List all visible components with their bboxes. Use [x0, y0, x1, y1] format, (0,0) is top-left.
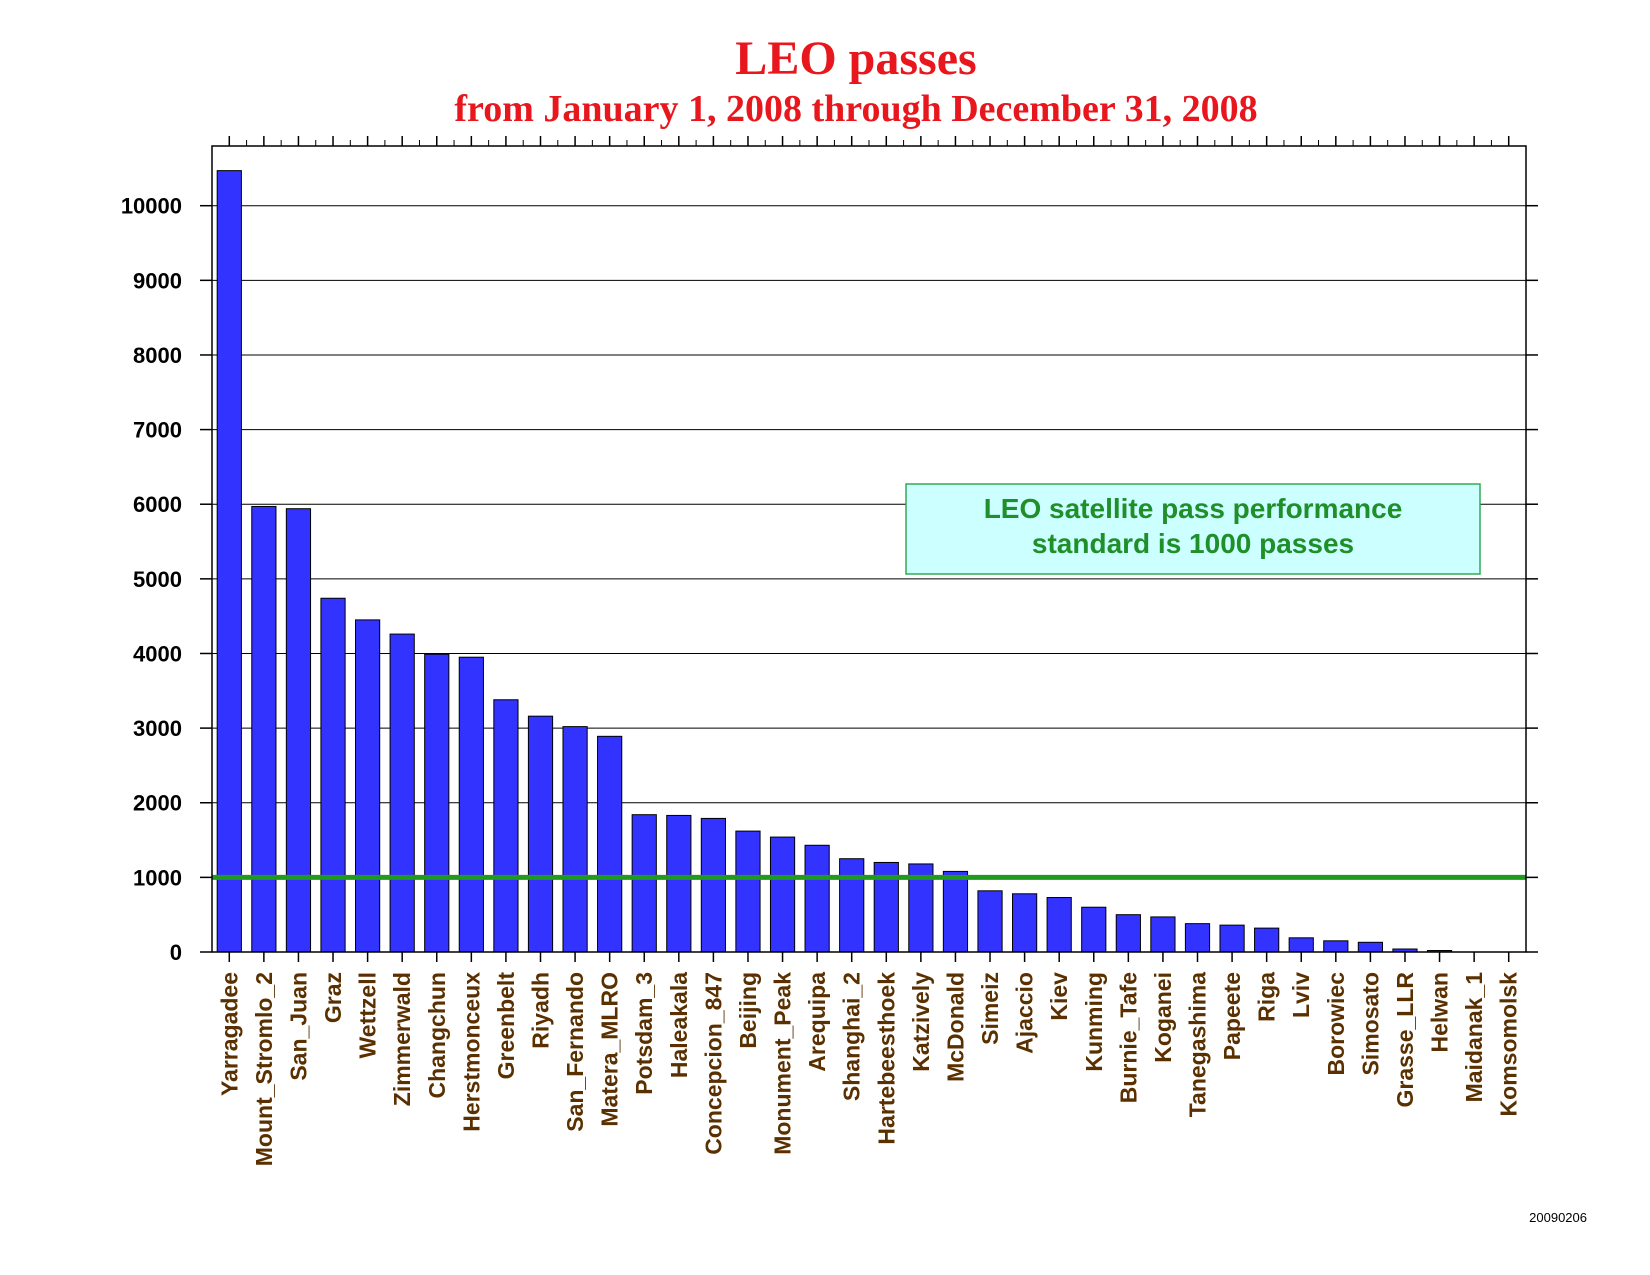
y-tick-label: 4000	[133, 641, 182, 666]
bar-arequipa	[804, 844, 830, 953]
bar-simeiz	[977, 890, 1003, 953]
bar-koganei	[1150, 916, 1176, 953]
x-tick-label: Grasse_LLR	[1392, 972, 1418, 1108]
x-tick-label: Katzively	[908, 972, 934, 1072]
bar-kunming	[1081, 906, 1107, 953]
x-tick-label: Matera_MLRO	[597, 972, 623, 1127]
x-tick-label: Koganei	[1150, 972, 1176, 1063]
x-tick-label: Zimmerwald	[389, 972, 415, 1106]
x-tick-label: Burnie_Tafe	[1115, 972, 1141, 1103]
bar-burnie-tafe	[1115, 914, 1141, 953]
bar-beijing	[735, 830, 761, 953]
y-tick-label: 0	[170, 940, 182, 965]
bar-san-fernando	[562, 726, 588, 953]
bar-lviv	[1288, 937, 1314, 953]
annotation-box	[905, 483, 1481, 575]
bar-herstmonceux	[458, 656, 484, 953]
bar-shanghai-2	[839, 858, 865, 953]
x-tick-label: Herstmonceux	[458, 972, 484, 1132]
y-tick-label: 3000	[133, 716, 182, 741]
x-tick-label: Kiev	[1046, 972, 1072, 1021]
performance-annotation: LEO satellite pass performance standard …	[905, 483, 1481, 575]
bar-ajaccio	[1012, 893, 1038, 953]
bar-potsdam-3	[631, 814, 657, 953]
axis-ticks	[200, 136, 1538, 962]
bar-tanegashima	[1184, 923, 1211, 953]
y-tick-label: 1000	[133, 865, 182, 890]
y-tick-label: 10000	[121, 194, 182, 219]
x-tick-label: Graz	[320, 972, 346, 1023]
y-tick-label: 2000	[133, 791, 182, 816]
x-tick-label: Lviv	[1288, 972, 1314, 1018]
bar-riga	[1254, 927, 1280, 953]
x-tick-label: Simosato	[1357, 972, 1383, 1076]
x-tick-label: Beijing	[735, 972, 761, 1049]
x-tick-label: San_Fernando	[562, 972, 588, 1132]
bar-matera-mlro	[597, 735, 623, 953]
bar-monument-peak	[769, 836, 796, 953]
x-tick-label: Tanegashima	[1185, 972, 1211, 1117]
x-tick-label: Papeete	[1219, 972, 1245, 1060]
x-tick-label: Potsdam_3	[631, 972, 657, 1095]
date-code: 20090206	[1529, 1210, 1587, 1225]
y-axis-labels: 0 1000 2000 3000 4000 5000 6000 7000 8000 9000 100…	[121, 194, 182, 965]
x-tick-label: Riyadh	[528, 972, 554, 1049]
x-tick-label: Simeiz	[977, 972, 1003, 1045]
annotation-line-2: standard is 1000 passes	[1032, 528, 1354, 559]
x-tick-label: Komsomolsk	[1496, 972, 1522, 1117]
chart-subtitle: from January 1, 2008 through December 31…	[454, 88, 1257, 130]
y-tick-label: 8000	[133, 343, 182, 368]
bar-haleakala	[666, 814, 692, 953]
bar-san-juan	[285, 508, 312, 953]
y-tick-label: 6000	[133, 492, 182, 517]
x-tick-label: Concepcion_847	[700, 972, 726, 1155]
y-tick-label: 5000	[133, 567, 182, 592]
bar-mcdonald	[942, 870, 969, 953]
x-tick-label: Yarragadee	[216, 972, 242, 1096]
x-tick-label: Monument_Peak	[770, 972, 796, 1155]
x-tick-label: San_Juan	[285, 972, 311, 1081]
x-tick-label: Borowiec	[1323, 972, 1349, 1076]
bar-simosato	[1357, 941, 1383, 953]
x-axis-labels: Yarragadee Mount_Stromlo_2 San_Juan Graz Wet…	[216, 972, 1521, 1167]
bar-borowiec	[1323, 940, 1349, 953]
x-tick-label: Haleakala	[666, 972, 692, 1078]
y-tick-label: 7000	[133, 418, 182, 443]
annotation-line-1: LEO satellite pass performance	[984, 493, 1403, 524]
x-tick-label: Wettzell	[355, 972, 381, 1058]
x-tick-label: Maidanak_1	[1461, 972, 1487, 1103]
bar-mount-stromlo-2	[251, 505, 277, 953]
chart-title: LEO passes	[735, 32, 976, 85]
bar-yarragadee	[216, 170, 242, 953]
x-tick-label: Arequipa	[804, 972, 830, 1072]
x-tick-label: Greenbelt	[493, 972, 519, 1080]
x-tick-label: Changchun	[424, 972, 450, 1099]
x-tick-label: Helwan	[1427, 972, 1453, 1053]
x-tick-label: Shanghai_2	[839, 972, 865, 1101]
x-tick-label: Ajaccio	[1012, 972, 1038, 1054]
bar-graz	[320, 597, 346, 953]
bar-changchun	[424, 653, 450, 953]
bar-greenbelt	[493, 699, 519, 953]
x-tick-label: McDonald	[942, 972, 968, 1082]
bar-kiev	[1046, 897, 1072, 953]
bar-papeete	[1219, 924, 1245, 953]
y-tick-label: 9000	[133, 268, 182, 293]
bar-zimmerwald	[389, 633, 415, 953]
bar-wettzell	[355, 619, 381, 953]
x-tick-label: Mount_Stromlo_2	[251, 972, 277, 1166]
bar-riyadh	[527, 715, 554, 953]
bar-concepcion-847	[700, 817, 726, 953]
x-tick-label: Hartebeesthoek	[873, 972, 899, 1145]
x-tick-label: Kunming	[1081, 972, 1107, 1072]
x-tick-label: Riga	[1254, 972, 1280, 1022]
